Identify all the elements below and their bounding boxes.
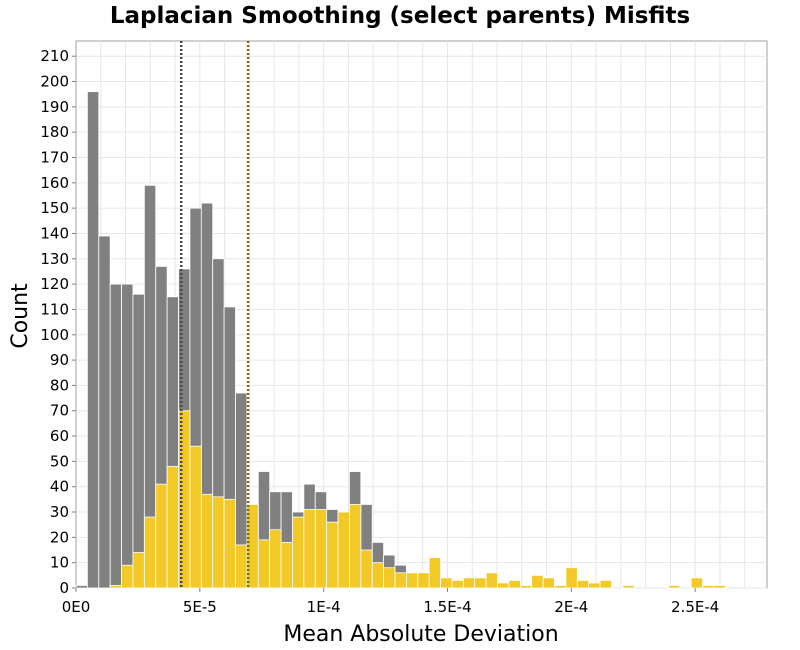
histogram-bar-series-2 xyxy=(531,574,544,589)
y-tick-label: 160 xyxy=(40,174,69,192)
histogram-bar-series-2 xyxy=(497,582,510,589)
y-tick-label: 60 xyxy=(50,427,69,445)
x-axis-label: Mean Absolute Deviation xyxy=(283,622,558,647)
y-tick-label: 170 xyxy=(40,148,69,166)
histogram-bar-series-2 xyxy=(576,580,590,589)
chart-title: Laplacian Smoothing (select parents) Mis… xyxy=(110,3,690,29)
histogram-bar-series-2 xyxy=(588,582,601,589)
histogram-bar-series-1 xyxy=(109,283,122,589)
histogram-bar-series-1 xyxy=(98,235,111,589)
histogram-bar-series-2 xyxy=(280,542,293,589)
histogram-bar-series-2 xyxy=(485,572,498,589)
x-tick-label: 1E-4 xyxy=(307,598,341,616)
histogram-bar-series-2 xyxy=(303,509,316,589)
histogram-bar-series-2 xyxy=(143,516,157,589)
histogram-bar-series-2 xyxy=(508,580,521,589)
reference-lines xyxy=(180,41,250,588)
histogram-bar-series-2 xyxy=(292,516,305,589)
histogram-bar-series-2 xyxy=(337,511,350,589)
y-tick-label: 50 xyxy=(50,452,69,470)
y-tick-label: 150 xyxy=(40,199,69,217)
histogram-bar-series-2 xyxy=(713,585,726,589)
histogram-bar-series-2 xyxy=(622,585,635,589)
histogram-bar-series-2 xyxy=(451,580,464,589)
histogram-bar-series-2 xyxy=(474,577,487,589)
y-tick-label: 110 xyxy=(40,300,69,318)
y-tick-label: 140 xyxy=(40,224,69,242)
histogram-bar-series-2 xyxy=(554,585,567,589)
histogram-bar-series-2 xyxy=(314,509,328,589)
histogram-bar-series-2 xyxy=(189,445,202,589)
histogram-bar-series-2 xyxy=(690,577,704,589)
histogram-bar-series-1 xyxy=(86,91,100,589)
histogram-bar-series-2 xyxy=(269,529,282,589)
y-tick-label: 80 xyxy=(50,376,69,394)
y-tick-label: 0 xyxy=(59,579,69,597)
histogram-bar-series-2 xyxy=(121,564,134,589)
histogram-bar-series-2 xyxy=(462,577,476,589)
histogram-bar-series-2 xyxy=(132,552,145,589)
y-tick-label: 40 xyxy=(50,478,69,496)
histogram-bar-series-2 xyxy=(428,557,441,589)
histogram-bar-series-1 xyxy=(132,293,145,589)
x-tick-label: 2E-4 xyxy=(554,598,588,616)
x-tick-label: 2.5E-4 xyxy=(671,598,719,616)
histogram-bar-series-2 xyxy=(542,577,555,589)
y-tick-label: 90 xyxy=(50,351,69,369)
y-tick-label: 70 xyxy=(50,402,69,420)
y-tick-label: 130 xyxy=(40,250,69,268)
x-tick-label: 0E0 xyxy=(62,598,91,616)
histogram-bar-series-2 xyxy=(200,493,214,589)
histogram-bar-series-2 xyxy=(360,549,373,589)
y-tick-label: 180 xyxy=(40,123,69,141)
histogram-bar-series-2 xyxy=(326,521,339,589)
y-tick-label: 30 xyxy=(50,503,69,521)
histogram-bar-series-2 xyxy=(349,504,362,589)
y-tick-label: 100 xyxy=(40,326,69,344)
histogram-bar-series-2 xyxy=(212,496,225,589)
histogram-bar-series-2 xyxy=(235,544,248,589)
histogram-bars xyxy=(75,91,726,589)
histogram-bar-series-1 xyxy=(121,283,134,589)
y-axis-label: Count xyxy=(8,283,33,349)
y-tick-label: 210 xyxy=(40,47,69,65)
y-tick-label: 190 xyxy=(40,98,69,116)
histogram-bar-series-2 xyxy=(394,572,407,589)
x-tick-label: 1.5E-4 xyxy=(423,598,471,616)
x-tick-label: 5E-5 xyxy=(183,598,217,616)
histogram-bar-series-2 xyxy=(599,580,612,589)
histogram-bar-series-2 xyxy=(383,567,396,589)
histogram-bar-series-2 xyxy=(371,562,385,589)
histogram-bar-series-2 xyxy=(109,585,122,589)
y-tick-label: 200 xyxy=(40,73,69,91)
y-tick-label: 120 xyxy=(40,275,69,293)
histogram-bar-series-2 xyxy=(702,585,715,589)
y-tick-label: 20 xyxy=(50,528,69,546)
histogram-bar-series-2 xyxy=(440,577,453,589)
histogram-bar-series-2 xyxy=(668,585,681,589)
histogram-bar-series-2 xyxy=(519,585,533,589)
histogram-bar-series-2 xyxy=(155,483,168,589)
histogram-bar-series-2 xyxy=(405,572,419,589)
histogram-bar-series-2 xyxy=(565,567,578,589)
histogram-bar-series-2 xyxy=(166,466,179,589)
histogram-bar-series-2 xyxy=(257,539,271,589)
histogram-bar-series-1 xyxy=(75,585,88,589)
y-tick-label: 10 xyxy=(50,554,69,572)
y-axis-ticks: 0 10 20 30 40 50 60 70 80 90 100 110 120 130 140 150 160… xyxy=(40,47,76,597)
histogram-bar-series-2 xyxy=(223,498,236,589)
histogram-bar-series-2 xyxy=(417,572,430,589)
x-axis-ticks: 0E0 5E-5 1E-4 1.5E-4 2E-4 2.5E-4 xyxy=(62,588,719,616)
